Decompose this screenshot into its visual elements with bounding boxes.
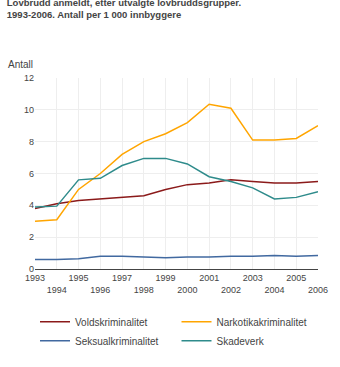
svg-text:2001: 2001 [199, 273, 219, 283]
svg-text:1997: 1997 [112, 273, 132, 283]
svg-text:1998: 1998 [134, 285, 154, 295]
svg-text:12: 12 [24, 73, 34, 83]
svg-text:Skadeverk: Skadeverk [217, 336, 265, 347]
svg-text:2: 2 [29, 232, 34, 242]
svg-text:Voldskriminalitet: Voldskriminalitet [75, 317, 147, 328]
svg-text:4: 4 [29, 200, 34, 210]
svg-text:6: 6 [29, 169, 34, 179]
svg-text:Lovbrudd anmeldt, etter utvalg: Lovbrudd anmeldt, etter utvalgte lovbrud… [7, 0, 241, 20]
svg-text:2005: 2005 [286, 273, 306, 283]
svg-text:1995: 1995 [69, 273, 89, 283]
svg-text:1993: 1993 [25, 273, 45, 283]
svg-text:1996: 1996 [90, 285, 110, 295]
svg-text:2003: 2003 [243, 273, 263, 283]
svg-text:2004: 2004 [264, 285, 284, 295]
svg-text:1999: 1999 [156, 273, 176, 283]
svg-text:8: 8 [29, 137, 34, 147]
svg-text:1994: 1994 [47, 285, 67, 295]
svg-text:10: 10 [24, 105, 34, 115]
svg-text:2006: 2006 [308, 285, 328, 295]
svg-text:2002: 2002 [221, 285, 241, 295]
svg-text:Narkotikakriminalitet: Narkotikakriminalitet [217, 317, 307, 328]
svg-text:Seksualkriminalitet: Seksualkriminalitet [75, 336, 159, 347]
svg-text:0: 0 [29, 264, 34, 274]
svg-text:Antall: Antall [8, 59, 33, 70]
svg-text:2000: 2000 [177, 285, 197, 295]
